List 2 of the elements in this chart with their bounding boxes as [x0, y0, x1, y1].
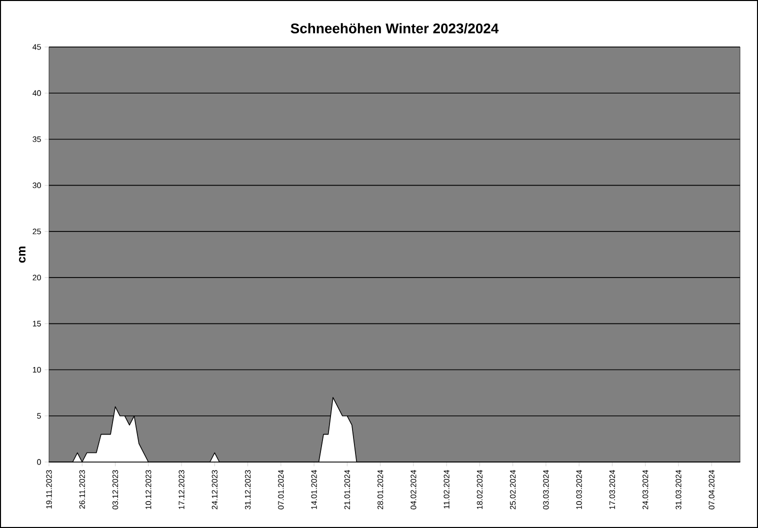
chart-title: Schneehöhen Winter 2023/2024	[290, 23, 499, 34]
y-axis-title: cm	[18, 246, 26, 263]
